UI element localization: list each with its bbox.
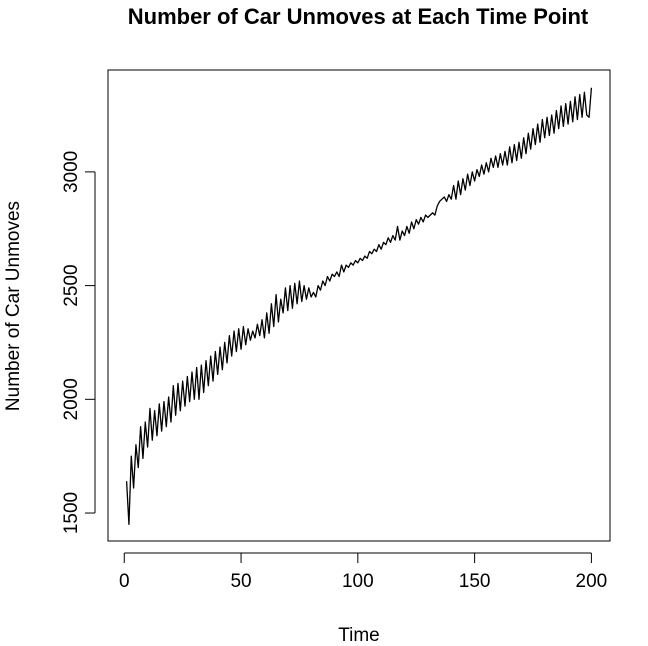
y-tick-label: 3000 [61,151,82,193]
y-axis-label: Number of Car Unmoves [3,201,24,411]
x-tick-label: 50 [230,571,251,592]
y-tick-label: 1500 [61,492,82,534]
chart-title: Number of Car Unmoves at Each Time Point [128,4,589,29]
x-tick-label: 150 [459,571,491,592]
y-tick-label: 2500 [61,264,82,306]
data-line [125,87,593,526]
y-tick-label: 2000 [61,378,82,420]
x-tick-label: 0 [119,571,130,592]
x-tick-label: 200 [576,571,608,592]
x-axis-label: Time [338,625,380,646]
plot-box [107,69,611,542]
x-tick-label: 100 [342,571,374,592]
